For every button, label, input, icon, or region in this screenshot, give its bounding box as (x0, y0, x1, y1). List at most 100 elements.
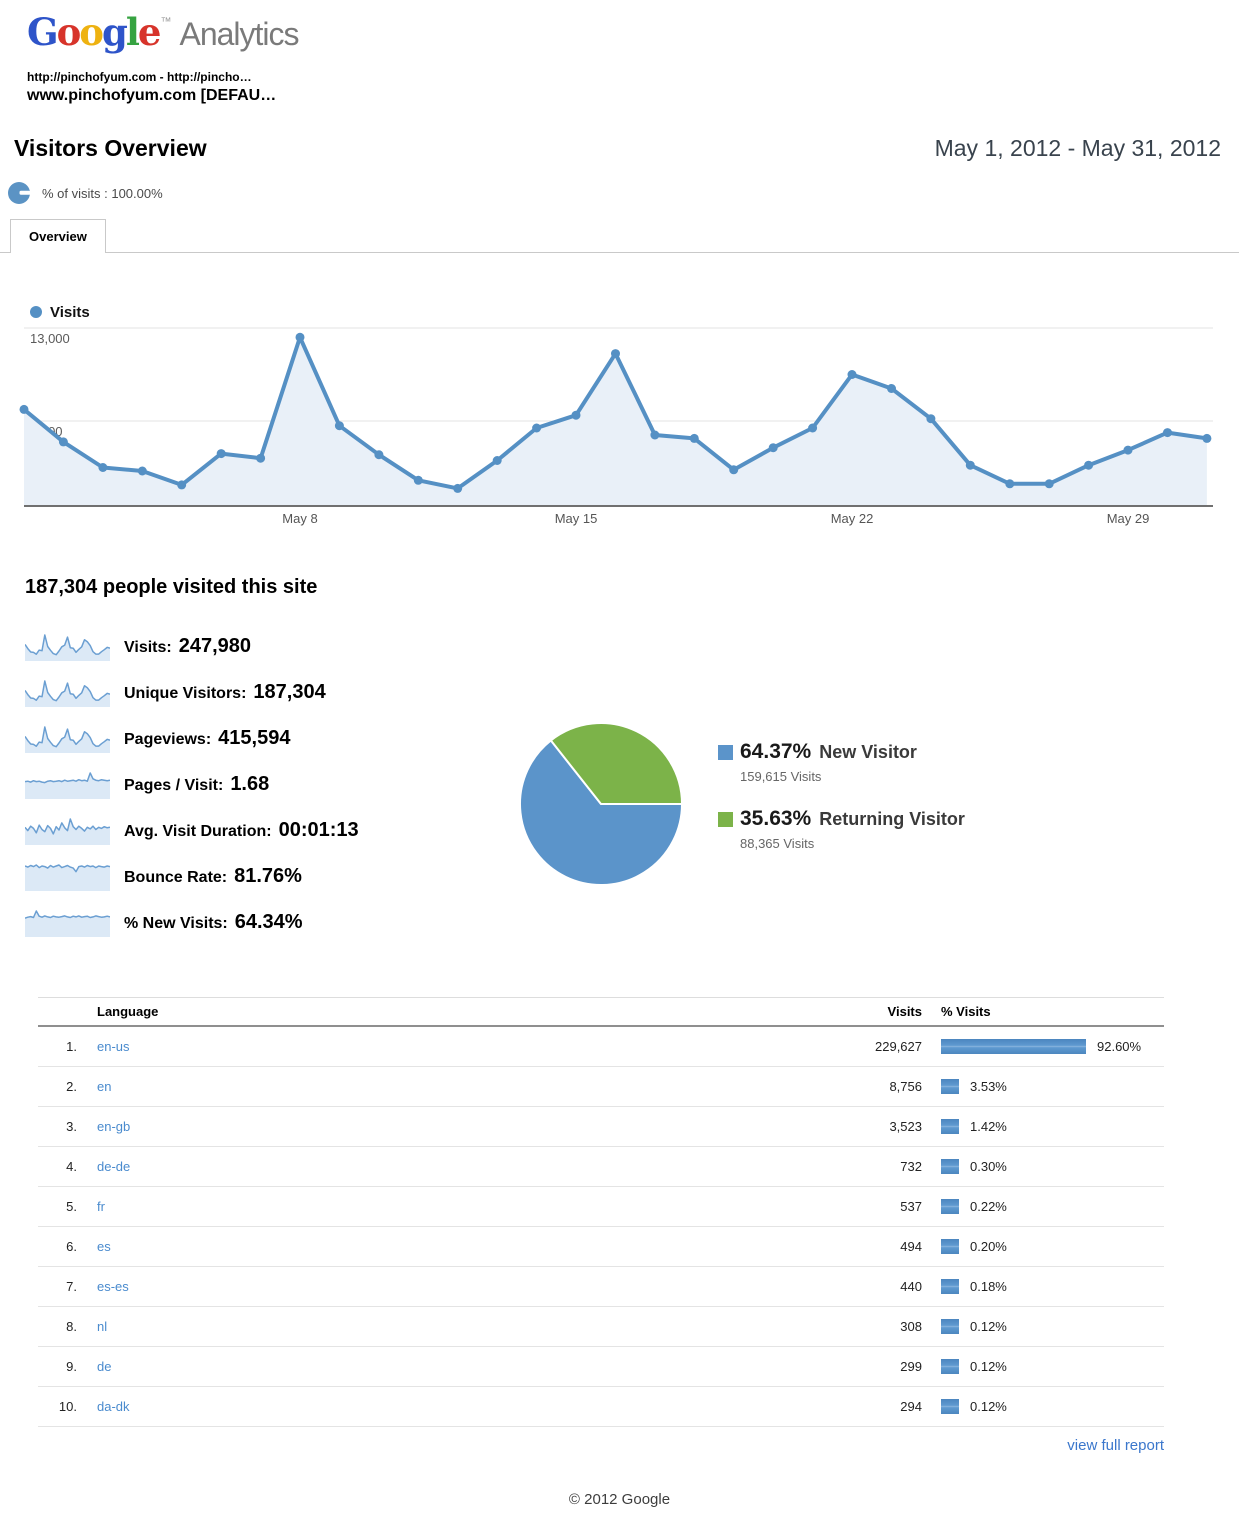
segment-pie-icon (8, 182, 30, 204)
metrics-list: Visits: 247,980 Unique Visitors: 187,304 Pag… (25, 631, 359, 953)
row-rank: 8. (66, 1319, 77, 1334)
visits-sparkline (25, 634, 110, 661)
language-link[interactable]: es-es (97, 1279, 129, 1294)
data-point (1163, 428, 1172, 438)
chart-legend: Visits (30, 303, 1239, 321)
visits-value: 294 (900, 1399, 922, 1414)
pct-visits-label: 0.18% (970, 1279, 1007, 1294)
language-link[interactable]: nl (97, 1319, 108, 1334)
metric-label: Pages / Visit: (124, 776, 224, 794)
metric-label: Avg. Visit Duration: (124, 822, 272, 840)
data-point (256, 453, 266, 463)
visits-value: 308 (900, 1319, 922, 1334)
data-point (571, 410, 581, 420)
table-row: 5. fr 537 0.22% (38, 1187, 1164, 1227)
data-point (650, 430, 660, 440)
language-link[interactable]: de-de (97, 1159, 131, 1174)
visits-value: 3,523 (889, 1119, 922, 1134)
data-point (177, 480, 187, 490)
data-point (453, 483, 463, 493)
pct-visits-cell: 3.53% (941, 1079, 1164, 1094)
logo-letter: o (79, 10, 104, 54)
metric-row: Pageviews: 415,594 (25, 723, 359, 753)
pct-visits-cell: 0.30% (941, 1159, 1164, 1174)
language-link[interactable]: en (97, 1079, 112, 1094)
copyright-footer: © 2012 Google (568, 1491, 671, 1508)
language-link[interactable]: da-dk (97, 1399, 130, 1414)
visits-legend-dot-icon (30, 306, 42, 318)
visits-sparkline (25, 680, 110, 707)
segment-label: % of visits : 100.00% (42, 185, 163, 201)
segment-row: % of visits : 100.00% (8, 182, 1239, 204)
metric-row: Unique Visitors: 187,304 (25, 677, 359, 707)
metric-text: Pageviews: 415,594 (124, 727, 290, 750)
legend-swatch-icon (718, 811, 733, 827)
column-header-visits: Visits (887, 1004, 922, 1019)
pct-visits-cell: 0.12% (941, 1359, 1164, 1374)
language-link[interactable]: fr (97, 1199, 105, 1214)
visits-area-fill (24, 337, 1207, 506)
account-url: http://pinchofyum.com - http://pincho… (27, 70, 252, 84)
pct-visits-label: 0.12% (970, 1359, 1007, 1374)
pct-visits-bar (941, 1119, 959, 1134)
google-logo-word: Google (27, 10, 162, 54)
language-table-header: Language Visits % Visits (38, 997, 1164, 1027)
legend-visits-detail: 88,365 Visits (740, 836, 815, 851)
data-point (887, 384, 896, 393)
avg_duration-sparkline (25, 818, 110, 845)
pct-visits-label: 92.60% (1097, 1039, 1142, 1054)
metric-text: Avg. Visit Duration: 00:01:13 (124, 819, 359, 842)
visitors-summary-heading: 187,304 people visited this site (25, 576, 318, 598)
language-link[interactable]: en-us (97, 1039, 130, 1054)
tab-overview[interactable]: Overview (10, 219, 106, 253)
pct-visits-bar (941, 1279, 959, 1294)
column-header-pct-visits: % Visits (941, 1004, 991, 1019)
title-row: Visitors Overview May 1, 2012 - May 31, … (14, 135, 1221, 162)
x-axis-label: May 29 (1107, 511, 1150, 526)
overview-body: Visits: 247,980 Unique Visitors: 187,304 Pag… (0, 599, 1239, 937)
pie-slice-new-visitor[interactable] (519, 739, 683, 886)
logo-letter: e (137, 10, 162, 54)
table-row: 3. en-gb 3,523 1.42% (38, 1107, 1164, 1147)
logo-letter: G (27, 10, 59, 54)
pct-visits-bar (941, 1079, 959, 1094)
profile-header: http://pinchofyum.com - http://pincho… w… (27, 70, 1239, 105)
data-point (1044, 479, 1054, 489)
data-point (1202, 433, 1212, 443)
metric-value: 1.68 (230, 772, 270, 795)
metric-text: Visits: 247,980 (124, 635, 251, 658)
pct-visits-cell: 0.12% (941, 1319, 1164, 1334)
language-link[interactable]: de (97, 1359, 112, 1374)
view-full-report-link[interactable]: view full report (1067, 1437, 1164, 1454)
pct-visits-cell: 0.22% (941, 1199, 1164, 1214)
metric-row: Visits: 247,980 (25, 631, 359, 661)
data-point (847, 370, 857, 379)
metric-value: 247,980 (178, 634, 252, 657)
language-link[interactable]: es (97, 1239, 111, 1254)
table-row: 7. es-es 440 0.18% (38, 1267, 1164, 1307)
trademark-symbol: ™ (160, 16, 172, 28)
visits-value: 440 (900, 1279, 922, 1294)
table-row: 1. en-us 229,627 92.60% (38, 1027, 1164, 1067)
pct-visits-label: 1.42% (970, 1119, 1007, 1134)
logo-letter: o (56, 10, 82, 54)
pct-visits-cell: 0.12% (941, 1399, 1164, 1414)
metric-row: Bounce Rate: 81.76% (25, 861, 359, 891)
metric-value: 00:01:13 (278, 818, 359, 841)
row-rank: 6. (66, 1239, 77, 1254)
metric-row: Avg. Visit Duration: 00:01:13 (25, 815, 359, 845)
table-row: 10. da-dk 294 0.12% (38, 1387, 1164, 1427)
visits-value: 299 (900, 1359, 922, 1374)
legend-swatch-icon (718, 744, 733, 760)
data-point (1084, 460, 1094, 470)
analytics-logo-word: Analytics (179, 16, 299, 52)
page-title: Visitors Overview (14, 135, 207, 161)
data-point (492, 456, 502, 465)
column-header-language: Language (97, 1004, 159, 1019)
pie-slice-returning-visitor[interactable] (549, 722, 683, 805)
metric-text: % New Visits: 64.34% (124, 911, 303, 934)
language-link[interactable]: en-gb (97, 1119, 131, 1134)
pct-visits-label: 0.30% (970, 1159, 1007, 1174)
